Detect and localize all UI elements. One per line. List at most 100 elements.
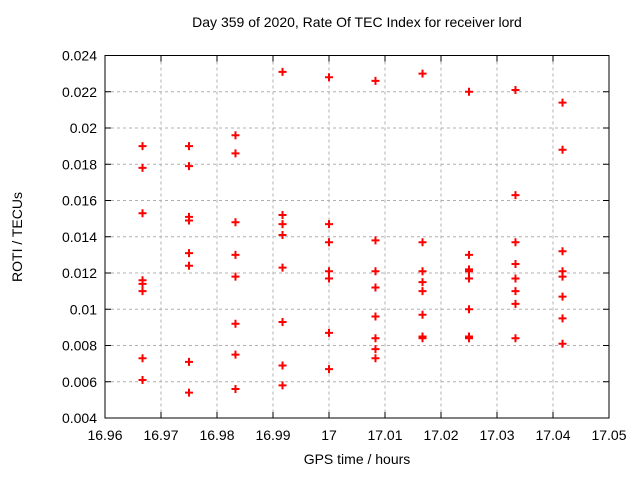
data-point bbox=[325, 238, 333, 247]
data-point bbox=[278, 67, 287, 76]
data-point bbox=[371, 283, 380, 292]
data-point bbox=[465, 87, 473, 96]
data-point bbox=[231, 149, 240, 158]
y-tick-label: 0.024 bbox=[62, 48, 97, 64]
plot-border bbox=[104, 55, 610, 419]
grid-lines bbox=[105, 55, 609, 418]
data-point bbox=[371, 334, 380, 343]
data-point bbox=[418, 334, 427, 343]
y-tick-label: 0.012 bbox=[62, 265, 97, 281]
data-point bbox=[511, 274, 520, 283]
data-point bbox=[465, 334, 473, 343]
data-point bbox=[185, 162, 193, 171]
data-point bbox=[558, 98, 567, 107]
data-point bbox=[511, 334, 520, 343]
data-point bbox=[231, 218, 240, 227]
data-point bbox=[418, 278, 427, 287]
data-point bbox=[185, 388, 193, 397]
data-point bbox=[325, 328, 333, 337]
data-point bbox=[278, 361, 287, 370]
data-point bbox=[465, 274, 473, 283]
data-point bbox=[325, 73, 333, 82]
x-tick-label: 17.04 bbox=[535, 427, 570, 443]
y-tick-label: 0.02 bbox=[70, 120, 97, 136]
data-point bbox=[558, 247, 567, 256]
x-tick-label: 16.96 bbox=[87, 427, 122, 443]
data-point bbox=[371, 76, 380, 85]
y-tick-label: 0.004 bbox=[62, 410, 97, 426]
data-point bbox=[138, 142, 147, 151]
y-tick-label: 0.01 bbox=[70, 301, 97, 317]
y-tick-label: 0.022 bbox=[62, 84, 97, 100]
y-tick-label: 0.006 bbox=[62, 374, 97, 390]
data-point bbox=[231, 131, 240, 140]
data-point bbox=[231, 319, 240, 328]
data-point bbox=[231, 250, 240, 259]
data-point bbox=[231, 350, 240, 359]
x-tick-label: 16.98 bbox=[199, 427, 234, 443]
data-point bbox=[465, 267, 473, 276]
data-point bbox=[418, 310, 427, 319]
data-point bbox=[138, 287, 147, 296]
data-point bbox=[325, 365, 333, 374]
data-point bbox=[418, 69, 427, 78]
data-point bbox=[371, 354, 380, 363]
x-tick-label: 17.05 bbox=[591, 427, 626, 443]
y-tick-label: 0.014 bbox=[62, 229, 97, 245]
data-point bbox=[138, 354, 147, 363]
x-tick-label: 17.01 bbox=[367, 427, 402, 443]
tick-labels: 16.96 16.97 16.98 16.99 17 17.01 17.02 17.03 17.… bbox=[62, 48, 627, 444]
data-point bbox=[138, 163, 147, 172]
data-point bbox=[371, 236, 380, 245]
data-point bbox=[418, 267, 427, 276]
data-point bbox=[558, 292, 567, 301]
data-point bbox=[278, 317, 287, 326]
data-point bbox=[558, 339, 567, 348]
x-tick-label: 17.03 bbox=[479, 427, 514, 443]
data-point bbox=[371, 345, 380, 354]
data-point bbox=[511, 191, 520, 200]
data-point bbox=[185, 261, 193, 270]
data-point bbox=[325, 220, 333, 229]
data-point bbox=[465, 250, 473, 259]
data-point bbox=[418, 238, 427, 247]
x-tick-label: 16.97 bbox=[143, 427, 178, 443]
x-tick-label: 16.99 bbox=[255, 427, 290, 443]
data-point bbox=[231, 385, 240, 393]
chart-title: Day 359 of 2020, Rate Of TEC Index for r… bbox=[192, 14, 522, 30]
data-point bbox=[325, 267, 333, 276]
data-point bbox=[511, 259, 520, 268]
data-point bbox=[465, 305, 473, 314]
data-point bbox=[278, 230, 287, 239]
data-point bbox=[371, 267, 380, 276]
data-point bbox=[138, 375, 147, 384]
y-tick-label: 0.018 bbox=[62, 156, 97, 172]
data-point bbox=[558, 314, 567, 323]
data-point bbox=[558, 145, 567, 154]
data-point bbox=[185, 216, 193, 225]
data-point bbox=[278, 263, 287, 272]
data-point bbox=[138, 209, 147, 218]
data-point bbox=[185, 249, 193, 258]
data-point bbox=[511, 85, 520, 94]
data-point bbox=[558, 272, 567, 281]
data-point bbox=[511, 238, 520, 247]
data-point bbox=[325, 274, 333, 283]
data-point bbox=[278, 211, 287, 219]
x-tick-label: 17 bbox=[321, 427, 337, 443]
data-point bbox=[231, 272, 240, 281]
data-point bbox=[511, 299, 520, 308]
data-point bbox=[278, 381, 287, 390]
data-point bbox=[418, 287, 427, 296]
x-axis-label: GPS time / hours bbox=[304, 451, 411, 467]
data-point bbox=[185, 357, 193, 366]
data-point bbox=[138, 279, 147, 288]
y-axis-label: ROTI / TECUs bbox=[9, 192, 25, 282]
data-point bbox=[511, 287, 520, 296]
y-tick-label: 0.008 bbox=[62, 338, 97, 354]
x-tick-label: 17.02 bbox=[423, 427, 458, 443]
data-point bbox=[278, 220, 287, 229]
data-points bbox=[138, 67, 567, 397]
